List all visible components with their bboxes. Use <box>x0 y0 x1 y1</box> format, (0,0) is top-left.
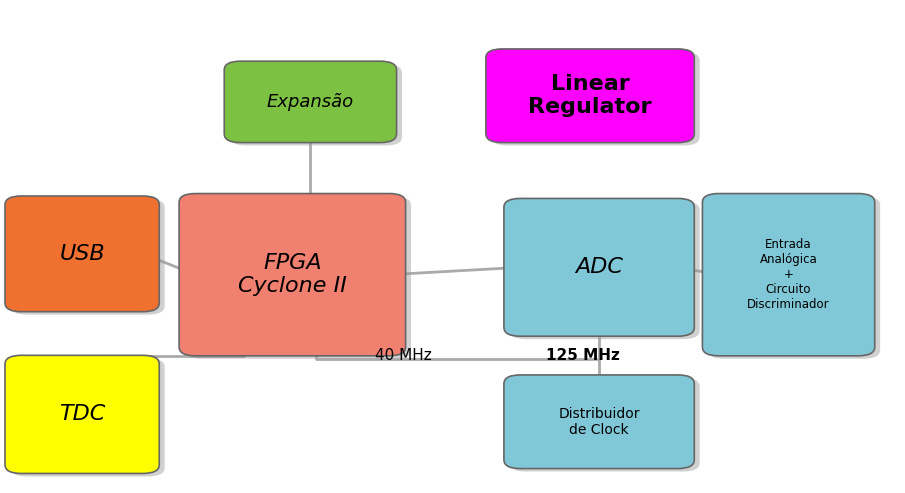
Text: Entrada
Analógica
+
Circuito
Discriminador: Entrada Analógica + Circuito Discriminad… <box>748 238 830 311</box>
FancyBboxPatch shape <box>504 375 694 468</box>
FancyBboxPatch shape <box>11 199 165 315</box>
FancyBboxPatch shape <box>504 199 694 336</box>
FancyBboxPatch shape <box>708 197 881 359</box>
Text: Linear
Regulator: Linear Regulator <box>529 74 652 117</box>
FancyBboxPatch shape <box>510 378 700 471</box>
Text: 125 MHz: 125 MHz <box>547 348 620 363</box>
FancyBboxPatch shape <box>510 202 700 339</box>
FancyBboxPatch shape <box>5 355 159 473</box>
Text: TDC: TDC <box>59 404 105 424</box>
FancyBboxPatch shape <box>224 61 396 142</box>
FancyBboxPatch shape <box>11 358 165 476</box>
Text: Expansão: Expansão <box>267 93 354 111</box>
Text: FPGA
Cyclone II: FPGA Cyclone II <box>238 253 347 296</box>
FancyBboxPatch shape <box>5 196 159 312</box>
FancyBboxPatch shape <box>702 194 875 356</box>
FancyBboxPatch shape <box>185 197 411 359</box>
FancyBboxPatch shape <box>230 64 402 145</box>
FancyBboxPatch shape <box>491 52 700 145</box>
FancyBboxPatch shape <box>486 49 694 142</box>
Text: USB: USB <box>60 244 105 264</box>
Text: 40 MHz: 40 MHz <box>375 348 432 363</box>
Text: Distribuidor
de Clock: Distribuidor de Clock <box>558 407 640 437</box>
Text: ADC: ADC <box>576 257 623 278</box>
FancyBboxPatch shape <box>179 194 405 356</box>
